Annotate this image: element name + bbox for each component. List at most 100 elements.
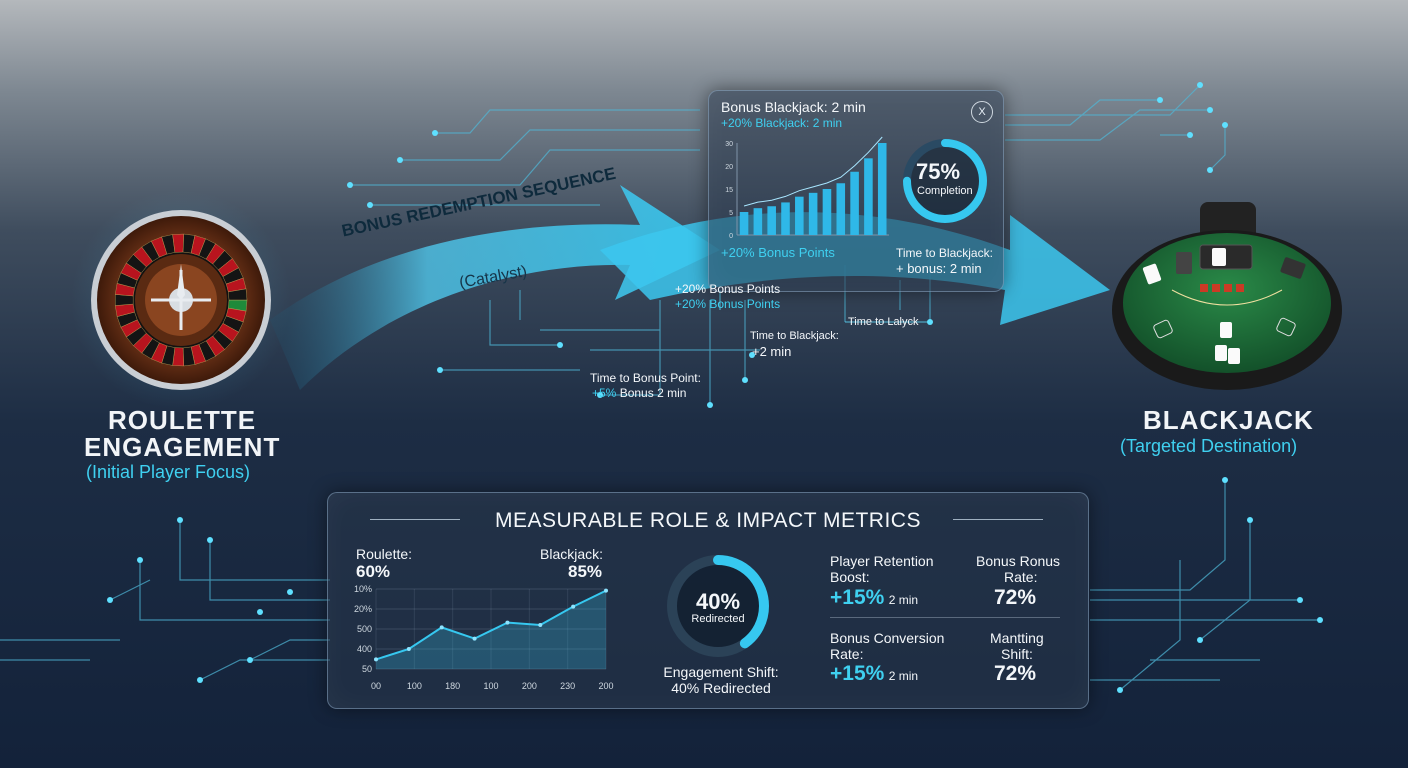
mantting-label: Mantting — [990, 630, 1044, 646]
popup-bar — [808, 192, 818, 235]
popup-subtitle: +20% Blackjack: 2 min — [721, 116, 843, 130]
conversion-label: Bonus Conversion — [830, 630, 945, 646]
popup-time-value: + bonus: 2 min — [896, 261, 982, 276]
roulette-title: ROULETTE — [108, 405, 257, 435]
area-point — [505, 620, 510, 625]
circuit-lines — [0, 84, 1320, 691]
roulette-subtitle: (Initial Player Focus) — [86, 462, 251, 482]
roulette-metric-label: Roulette: — [356, 546, 413, 562]
popup-bar — [850, 171, 859, 235]
blackjack-metric-value: 85% — [568, 562, 603, 581]
roulette-wheel-graphic — [71, 190, 291, 410]
conversion-unit: 2 min — [888, 669, 919, 683]
area-point — [571, 604, 576, 609]
popup-y-tick: 15 — [725, 187, 733, 194]
popup-time-label: Time to Blackjack: — [896, 246, 993, 260]
popup-bar — [822, 189, 832, 235]
redirected-donut — [667, 555, 769, 657]
area-y-tick: 10% — [354, 584, 372, 594]
callout-bonus-points-2: +20% Bonus Points — [675, 297, 781, 311]
retention-label: Player Retention — [830, 553, 934, 569]
conversion-value: +15% — [830, 662, 885, 685]
roulette-pocket — [115, 294, 134, 306]
donut-value: 40% — [695, 589, 741, 614]
popup-bonus-points: +20% Bonus Points — [721, 245, 835, 260]
completion-label: Completion — [917, 185, 973, 197]
circuit-nodes — [107, 82, 1323, 693]
conversion-label-2: Rate: — [830, 646, 864, 662]
callout-bonus-line: +5% Bonus 2 min — [592, 386, 686, 400]
retention-value-row: +15% 2 min — [830, 586, 918, 610]
mantting-value: 72% — [994, 662, 1037, 685]
catalyst-arrow — [270, 185, 720, 390]
popup-bar — [781, 202, 790, 235]
popup-bar-chart: 30 20 15 5 0 — [725, 136, 889, 240]
area-point — [439, 625, 444, 630]
popup-bar — [836, 183, 846, 235]
callout-bonus-points-1: +20% Bonus Points — [675, 282, 781, 296]
bonus-rate-label-2: Rate: — [1004, 569, 1038, 585]
engagement-shift-value: 40% Redirected — [671, 680, 771, 696]
area-point — [472, 636, 477, 641]
area-y-tick: 20% — [354, 604, 372, 614]
conversion-value-row: +15% 2 min — [830, 662, 918, 686]
popup-y-tick: 5 — [729, 210, 733, 217]
popup-y-tick: 0 — [729, 233, 733, 240]
engagement-area-chart: 10% 20% 500 400 50 00 100 180 100 200 230 200 — [354, 584, 614, 691]
area-x-tick: 00 — [371, 681, 381, 691]
metrics-panel: MEASURABLE ROLE & IMPACT METRICS Roulett… — [327, 492, 1089, 709]
area-fill — [376, 590, 606, 669]
blackjack-metric-label: Blackjack: — [540, 546, 604, 562]
area-x-tick: 200 — [598, 681, 613, 691]
blackjack-table-graphic — [1112, 202, 1342, 390]
area-y-tick: 400 — [357, 644, 372, 654]
area-x-tick: 230 — [560, 681, 575, 691]
title-divider-right — [953, 519, 1043, 520]
callout-time-blackjack-value: +2 min — [752, 344, 792, 359]
popup-title: Bonus Blackjack: 2 min — [721, 99, 866, 115]
roulette-pocket — [228, 288, 248, 301]
popup-trend-line — [743, 136, 883, 207]
bonus-popup[interactable]: Bonus Blackjack: 2 min +20% Blackjack: 2… — [708, 90, 1004, 292]
completion-ring — [903, 139, 987, 223]
metrics-divider — [830, 617, 1060, 618]
popup-bar — [795, 196, 804, 235]
bonus-rate-label: Bonus Ronus — [976, 553, 1061, 569]
mantting-label-2: Shift: — [1001, 646, 1033, 662]
callout-time-bonus-point: Time to Bonus Point: — [590, 371, 701, 385]
blackjack-subtitle: (Targeted Destination) — [1120, 436, 1298, 456]
callout-time-lalyck: Time to Lalyck — [848, 316, 919, 328]
completion-percent: 75% — [916, 159, 961, 184]
callout-bonus-rest: Bonus 2 min — [619, 386, 687, 400]
retention-unit: 2 min — [888, 593, 919, 607]
engagement-shift-label: Engagement Shift: — [663, 664, 779, 680]
area-point — [406, 647, 411, 651]
roulette-title-line2: ENGAGEMENT — [84, 432, 281, 462]
callout-time-blackjack: Time to Blackjack: — [750, 330, 839, 342]
area-y-tick: 50 — [362, 664, 372, 674]
area-point — [604, 588, 608, 593]
title-divider-left — [370, 519, 460, 520]
popup-y-tick: 20 — [725, 164, 733, 171]
donut-label: Redirected — [691, 613, 745, 625]
popup-bar — [767, 206, 776, 235]
area-point — [374, 657, 378, 662]
area-point — [538, 623, 543, 627]
roulette-metric-value: 60% — [356, 562, 391, 581]
popup-bar — [753, 208, 763, 235]
close-button[interactable]: X — [971, 101, 993, 123]
area-x-tick: 100 — [407, 681, 422, 691]
blackjack-title: BLACKJACK — [1143, 405, 1314, 435]
retention-label-2: Boost: — [830, 569, 870, 585]
metrics-title: MEASURABLE ROLE & IMPACT METRICS — [495, 509, 921, 532]
popup-bar — [739, 212, 749, 235]
callout-bonus-pct: +5% — [592, 386, 617, 400]
retention-value: +15% — [830, 586, 885, 609]
area-x-tick: 100 — [483, 681, 498, 691]
area-x-tick: 200 — [522, 681, 537, 691]
bonus-rate-value: 72% — [994, 586, 1037, 609]
area-line — [375, 589, 607, 661]
popup-bar — [877, 143, 887, 235]
area-x-tick: 180 — [445, 681, 460, 691]
popup-bar — [864, 158, 873, 235]
